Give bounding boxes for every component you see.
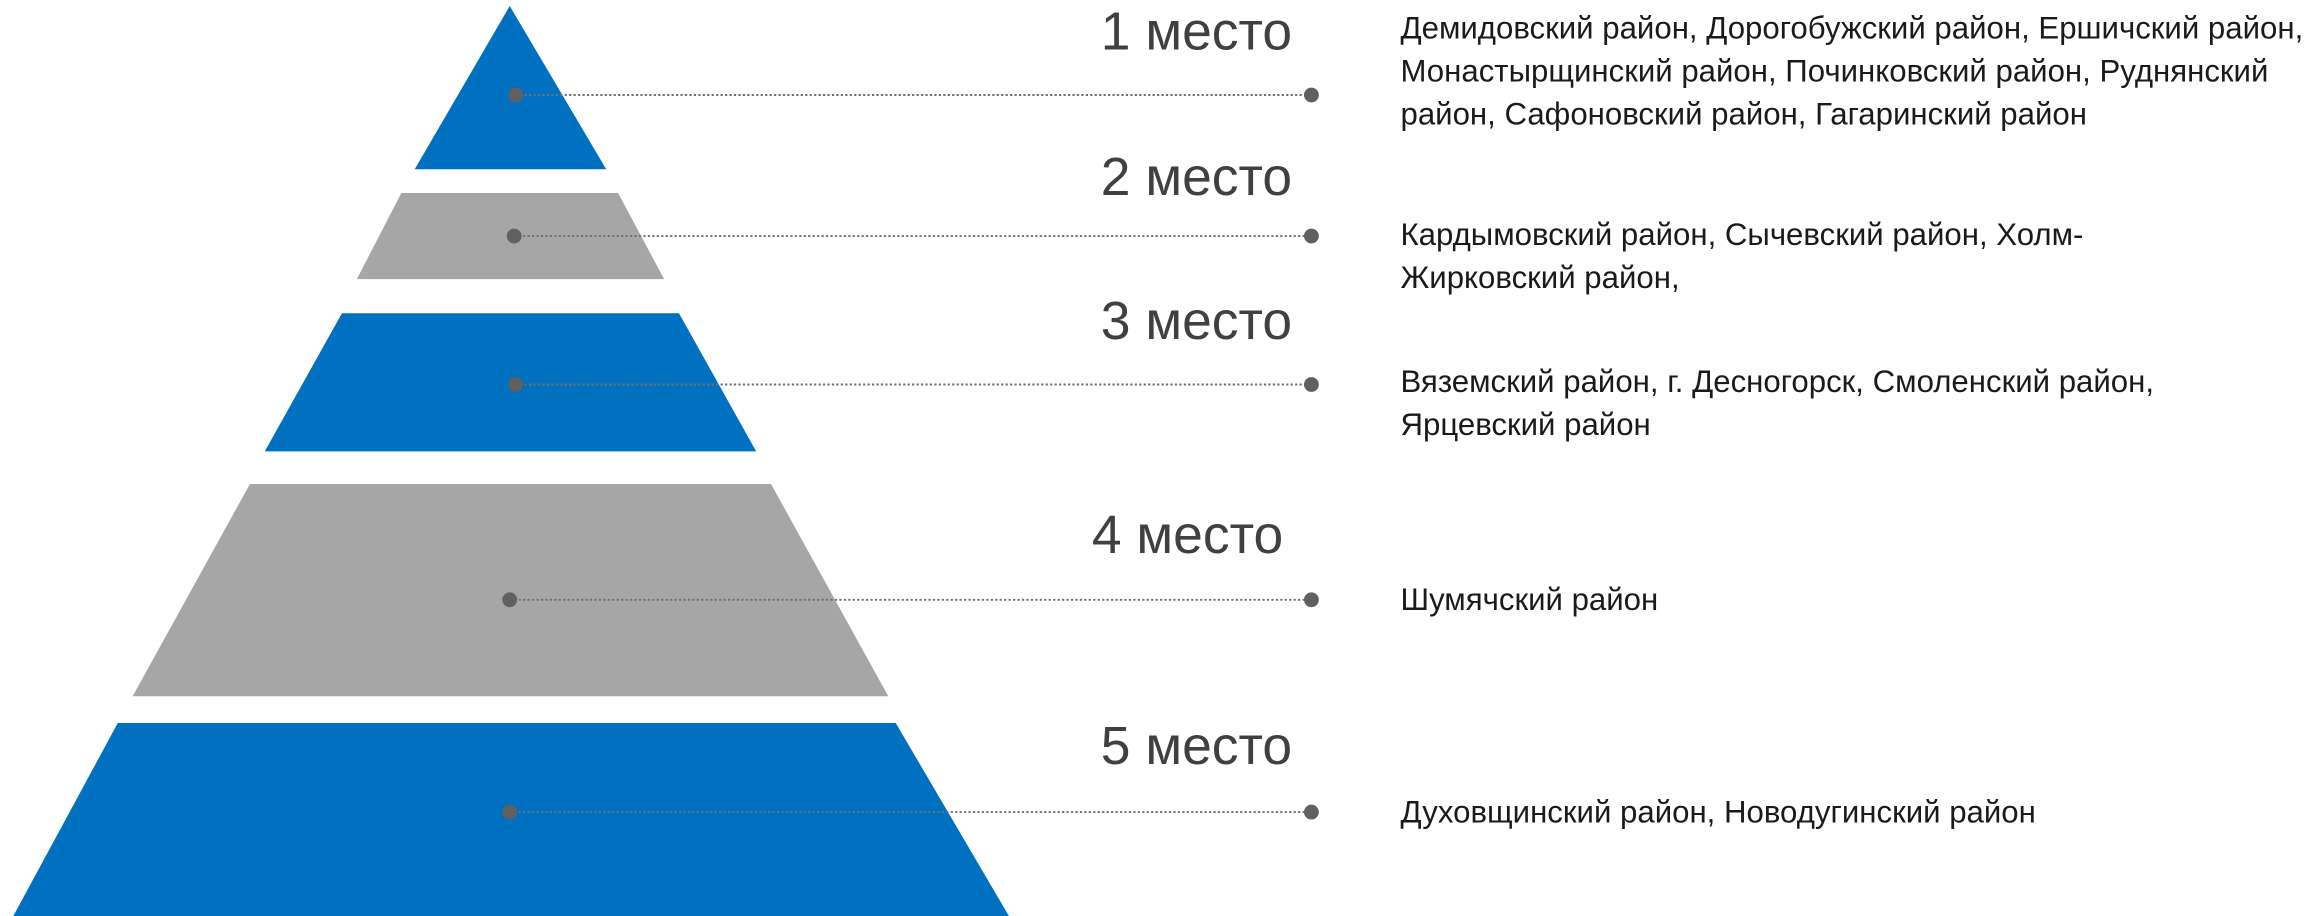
leader-dot (1303, 592, 1319, 608)
leader-dot (1303, 804, 1319, 820)
leader-dot (508, 87, 524, 103)
leader-dot (506, 228, 522, 244)
leader-dot (1303, 87, 1319, 103)
description: Кардымовский район, Сычевский район, Хол… (1400, 218, 2084, 296)
leader-dot (1303, 377, 1319, 392)
level-1-shape (414, 5, 607, 170)
place-label: 2 место (1101, 148, 1292, 207)
place-label: 3 место (1101, 292, 1292, 351)
leader-dot (502, 592, 518, 608)
description-box: Демидовский район, Дорогобужский район, … (1400, 11, 2304, 133)
description: Шумячский район (1400, 583, 1659, 618)
description-box: Кардымовский район, Сычевский район, Хол… (1400, 218, 2084, 296)
place-label: 1 место (1101, 3, 1292, 62)
leader-dot (508, 377, 524, 392)
description: Духовщинский район, Новодугинский район (1400, 795, 2036, 830)
level-5-shape (13, 723, 1009, 916)
leader-dot (1303, 228, 1319, 244)
description-box: Духовщинский район, Новодугинский район (1400, 795, 2036, 830)
level-4-shape (132, 483, 889, 697)
description: Демидовский район, Дорогобужский район, … (1400, 11, 2304, 133)
description: Вяземский район, г. Десногорск, Смоленск… (1400, 365, 2155, 443)
place-label: 4 место (1092, 506, 1283, 565)
leader-dot (502, 804, 518, 820)
place-label: 5 место (1101, 717, 1292, 776)
description-box: Шумячский район (1400, 583, 1659, 618)
description-box: Вяземский район, г. Десногорск, Смоленск… (1400, 365, 2155, 443)
